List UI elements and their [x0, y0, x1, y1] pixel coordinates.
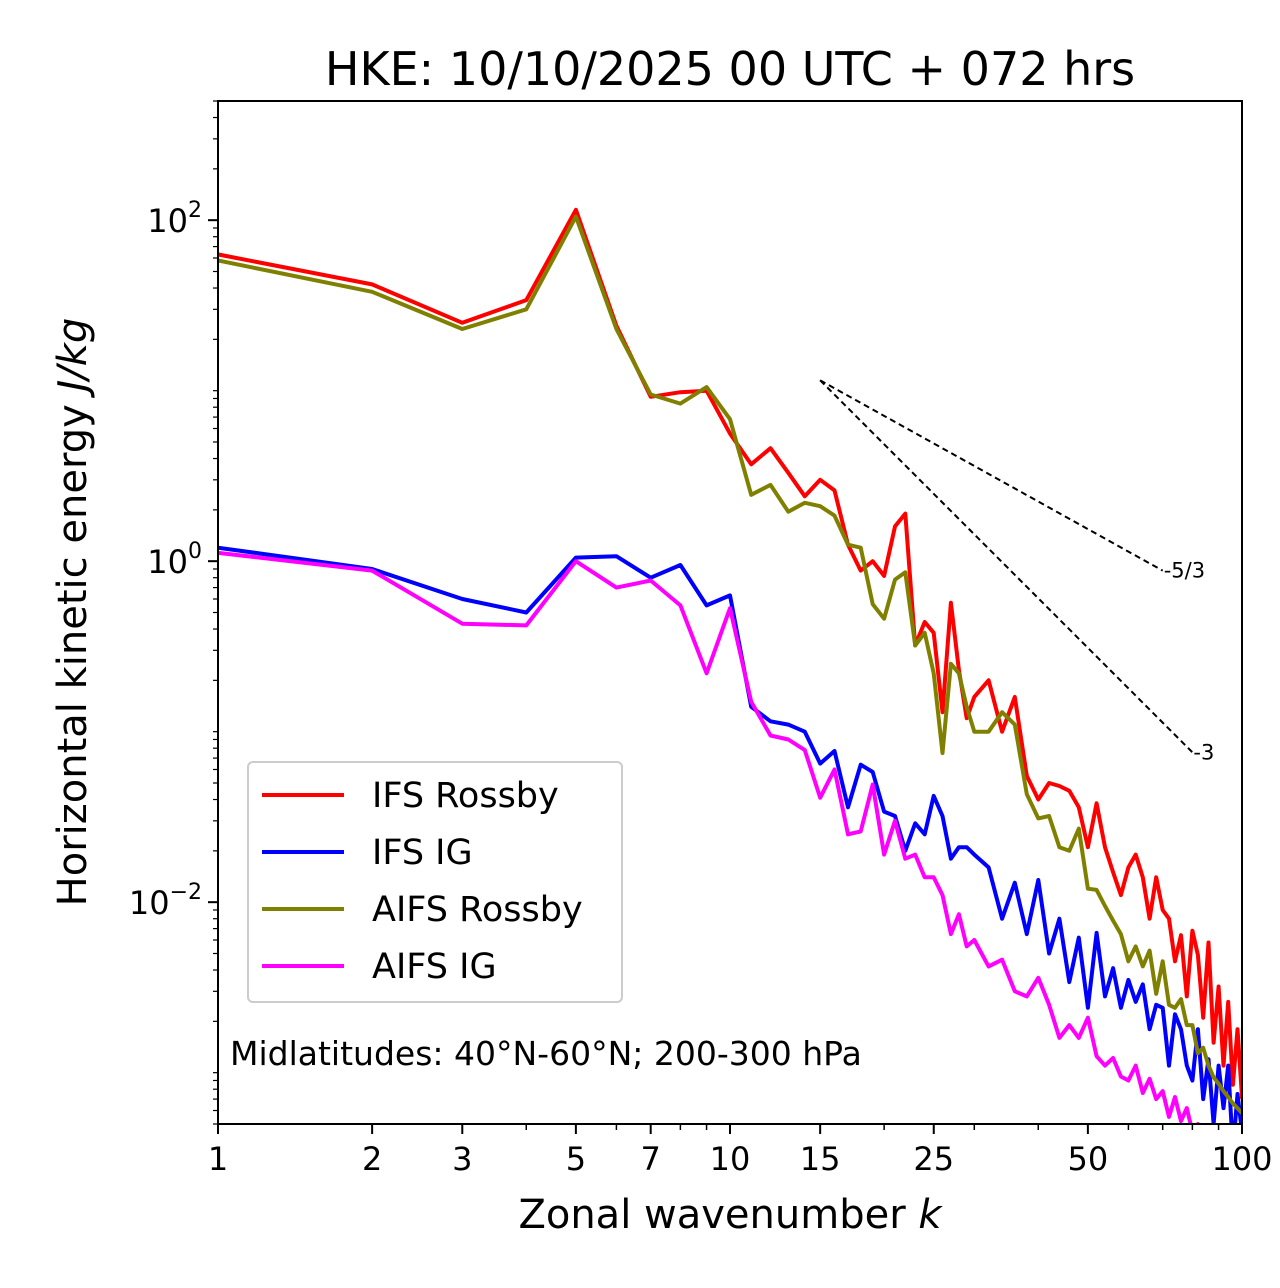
reference-line-label: -5/3: [1164, 559, 1205, 583]
x-axis: 1 2 3 5 7 10 15 25 50 100: [208, 1124, 1273, 1178]
legend-label: IFS Rossby: [372, 776, 559, 816]
legend-label: IFS IG: [372, 833, 473, 873]
reference-line: [819, 379, 1194, 753]
series-line: [218, 207, 1242, 1100]
x-tick-label: 10: [710, 1140, 751, 1178]
x-tick-label: 7: [641, 1140, 661, 1178]
x-axis-title: Zonal wavenumber k: [518, 1192, 943, 1238]
y-axis: 102 100 10−2: [129, 100, 218, 1125]
x-axis-label: Zonal wavenumber: [518, 1192, 906, 1238]
x-tick-label: 100: [1211, 1140, 1272, 1178]
y-axis-label: Horizontal kinetic energy: [50, 404, 96, 906]
reference-line-label: -3: [1193, 740, 1214, 764]
series-layer: [218, 207, 1242, 1124]
series-line: [218, 214, 1242, 1116]
series-line: [218, 550, 1201, 1124]
legend-label: AIFS Rossby: [372, 890, 583, 930]
y-tick-label: 100: [147, 539, 202, 581]
y-tick-label: 102: [147, 198, 202, 240]
x-tick-label: 1: [208, 1140, 228, 1178]
x-axis-variable: k: [918, 1192, 943, 1238]
x-tick-label: 2: [362, 1140, 382, 1178]
x-tick-label: 15: [800, 1140, 841, 1178]
x-tick-label: 50: [1068, 1140, 1109, 1178]
x-tick-label: 3: [452, 1140, 472, 1178]
series-line: [218, 545, 1242, 1124]
y-axis-unit: J/kg: [50, 318, 96, 399]
reference-line-labels: -5/3 -3: [1164, 559, 1215, 765]
y-axis-title: Horizontal kinetic energy J/kg: [50, 318, 96, 907]
chart-title: HKE: 10/10/2025 00 UTC + 072 hrs: [325, 42, 1135, 96]
legend: IFS Rossby IFS IG AIFS Rossby AIFS IG: [247, 761, 623, 1003]
x-tick-label: 25: [913, 1140, 954, 1178]
x-tick-label: 5: [566, 1140, 586, 1178]
legend-label: AIFS IG: [372, 947, 497, 987]
reference-lines: [819, 379, 1194, 753]
legend-box: [247, 761, 623, 1003]
y-tick-label: 10−2: [129, 880, 202, 922]
reference-line: [819, 379, 1164, 572]
region-annotation: Midlatitudes: 40°N-60°N; 200-300 hPa: [230, 1034, 862, 1073]
